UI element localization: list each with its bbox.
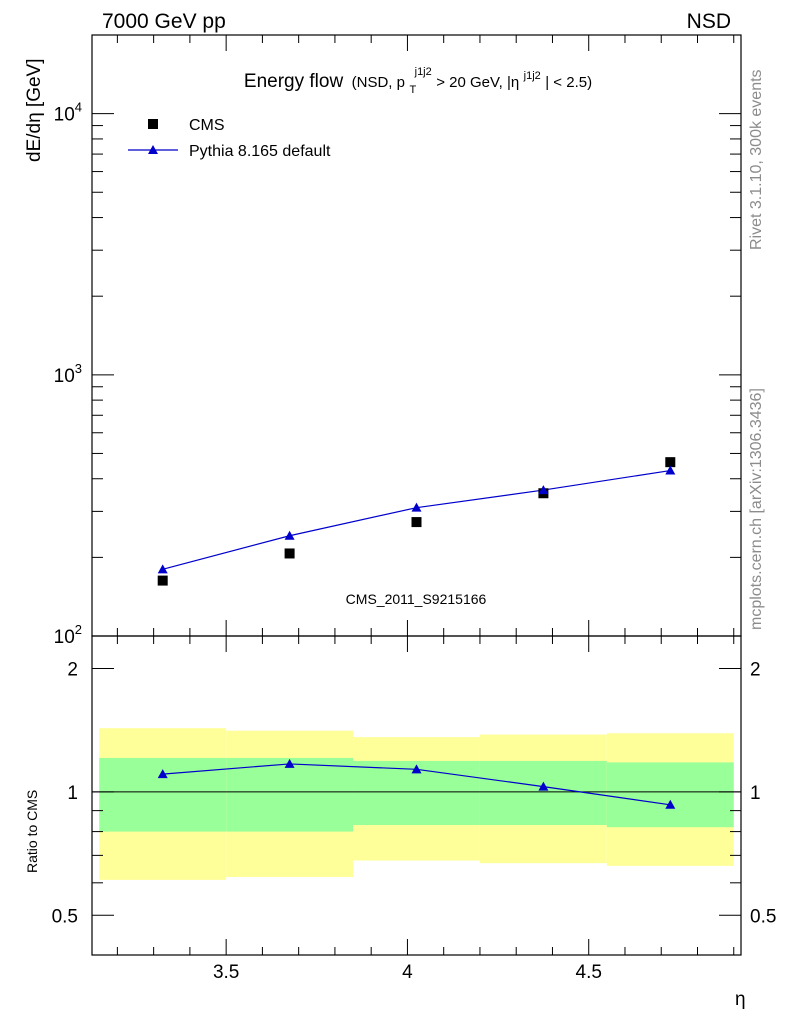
cms-point	[665, 457, 676, 468]
legend-pythia-label: Pythia 8.165 default	[189, 143, 331, 160]
title-main: Energy flow	[244, 71, 344, 92]
ratio-frame	[91, 635, 742, 956]
title-sub: T	[409, 84, 416, 96]
legend-cms-label: CMS	[189, 117, 225, 134]
cms-markers	[157, 457, 676, 586]
main-ytick-labels: 102 103 104	[54, 100, 82, 648]
pythia-point	[538, 485, 549, 495]
xtick-label: 4.5	[576, 962, 602, 983]
ratio-inner-band	[99, 757, 227, 832]
ratio-ytick-label-right: 0.5	[750, 906, 776, 927]
ratio-ytick-labels: 0.5 0.5 1 1 2 2	[52, 659, 777, 927]
legend: CMS Pythia 8.165 default	[128, 117, 331, 160]
title-sup: j1j2	[414, 66, 432, 78]
x-axis-label: η	[735, 989, 746, 1010]
pythia-ratio-point	[665, 799, 676, 809]
main-ytick-label: 103	[54, 361, 82, 387]
ratio-inner-band	[226, 757, 354, 832]
watermark: CMS_2011_S9215166	[346, 591, 487, 607]
cms-point	[157, 575, 168, 586]
title-sup2: j1j2	[523, 70, 541, 82]
ratio-ytick-label: 1	[67, 783, 78, 804]
ratio-ytick-label: 0.5	[52, 906, 78, 927]
ratio-bands	[99, 728, 734, 880]
title-close: | < 2.5)	[545, 74, 592, 91]
pythia-point	[284, 530, 295, 540]
main-ytick-label: 102	[54, 622, 82, 648]
pythia-point	[157, 564, 168, 574]
legend-cms-marker	[148, 119, 158, 129]
pythia-ratio-markers	[157, 758, 676, 809]
legend-pythia-marker	[148, 145, 158, 154]
main-ylabel: dE/dη [GeV]	[24, 58, 45, 162]
pythia-ratio-point	[538, 781, 549, 791]
xtick-labels: 3.5 4 4.5	[213, 962, 602, 983]
ratio-panel: 0.5 0.5 1 1 2 2 3.5 4 4.5 Ratio to CMS η	[24, 635, 777, 1010]
ratio-ytick-label-right: 1	[750, 783, 761, 804]
ratio-ylabel: Ratio to CMS	[24, 790, 40, 873]
mcplots-label: mcplots.cern.ch [arXiv:1306.3436]	[748, 388, 765, 630]
pythia-main-markers	[157, 465, 676, 574]
header-left: 7000 GeV pp	[102, 10, 226, 33]
pythia-ratio-point	[411, 764, 422, 774]
ratio-ytick-label-right: 2	[750, 659, 761, 680]
cms-point	[411, 517, 422, 528]
ratio-inner-band	[606, 762, 734, 828]
main-title: Energy flow (NSD, p T j1j2 > 20 GeV, |η …	[244, 62, 592, 97]
header-right: NSD	[687, 10, 731, 33]
xtick-label: 3.5	[213, 962, 239, 983]
main-panel: 102 103 104 Energy flow (NSD, p T j1j2 > 2…	[24, 34, 742, 648]
ratio-ytick-label: 2	[67, 659, 78, 680]
cms-point	[284, 548, 295, 559]
pythia-ratio-point	[157, 769, 168, 779]
main-ytick-label: 104	[54, 100, 82, 126]
pythia-point	[411, 502, 422, 512]
ratio-ticks	[92, 636, 741, 956]
title-open: (NSD, p	[352, 74, 405, 91]
pythia-ratio-point	[284, 758, 295, 768]
pythia-point	[665, 465, 676, 475]
xtick-label: 4	[402, 962, 413, 983]
title-mid: > 20 GeV, |η	[436, 74, 519, 91]
rivet-label: Rivet 3.1.10, 300k events	[748, 69, 765, 250]
